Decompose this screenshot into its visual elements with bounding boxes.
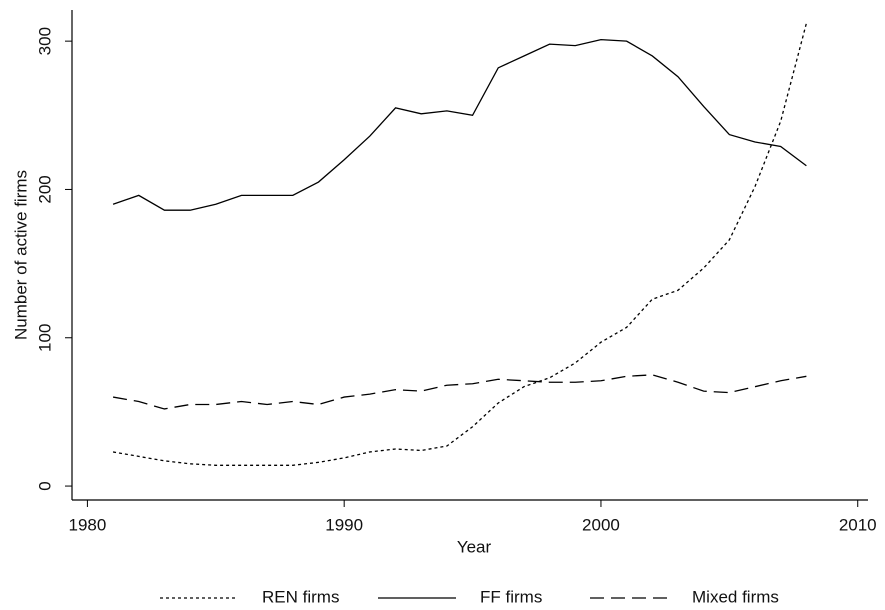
series-line	[112, 39, 807, 211]
y-tick-label: 100	[35, 324, 54, 352]
x-tick-label: 1980	[68, 515, 106, 534]
series-line	[112, 23, 808, 466]
y-tick-label: 300	[35, 27, 54, 55]
legend-label: FF firms	[480, 587, 542, 606]
y-tick-label: 200	[35, 175, 54, 203]
legend-label: Mixed firms	[692, 587, 779, 606]
x-axis-title: Year	[457, 537, 492, 556]
x-tick-label: 1990	[325, 515, 363, 534]
legend-label: REN firms	[262, 587, 339, 606]
y-tick-label: 0	[35, 481, 54, 490]
series-line	[112, 374, 807, 410]
x-tick-label: 2010	[839, 515, 877, 534]
x-tick-label: 2000	[582, 515, 620, 534]
y-axis-title: Number of active firms	[11, 170, 30, 340]
